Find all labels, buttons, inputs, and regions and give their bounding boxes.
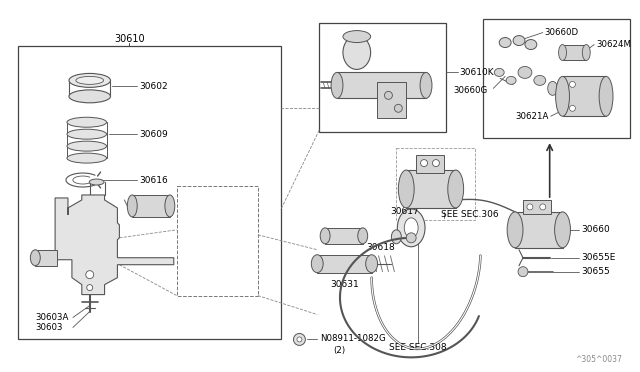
- Text: 30603A: 30603A: [35, 313, 68, 322]
- Text: N08911-1082G: N08911-1082G: [320, 334, 386, 343]
- Circle shape: [297, 337, 302, 342]
- Ellipse shape: [398, 170, 414, 208]
- Bar: [319, 23, 446, 132]
- Ellipse shape: [548, 81, 557, 95]
- Ellipse shape: [420, 73, 432, 98]
- Text: 30602: 30602: [139, 82, 168, 91]
- Text: SEE SEC.306: SEE SEC.306: [441, 211, 499, 219]
- Ellipse shape: [331, 73, 343, 98]
- Ellipse shape: [555, 212, 570, 248]
- Ellipse shape: [599, 76, 613, 116]
- Ellipse shape: [127, 195, 137, 217]
- Text: SEE SEC.308: SEE SEC.308: [389, 343, 447, 352]
- Ellipse shape: [448, 170, 463, 208]
- Bar: [523, 200, 550, 214]
- Bar: [563, 76, 606, 116]
- Circle shape: [518, 267, 528, 277]
- Ellipse shape: [534, 76, 546, 86]
- Bar: [396, 148, 476, 220]
- Bar: [406, 170, 456, 208]
- Ellipse shape: [30, 250, 40, 266]
- Ellipse shape: [67, 117, 106, 127]
- Bar: [563, 45, 586, 61]
- Ellipse shape: [525, 39, 537, 49]
- Ellipse shape: [559, 45, 566, 61]
- Bar: [515, 212, 563, 248]
- Text: 30609: 30609: [139, 130, 168, 139]
- Ellipse shape: [365, 255, 378, 273]
- Circle shape: [86, 271, 93, 279]
- Circle shape: [570, 81, 575, 87]
- Ellipse shape: [404, 218, 418, 238]
- Text: 30655: 30655: [581, 267, 610, 276]
- Text: 30631: 30631: [330, 280, 359, 289]
- Text: (2): (2): [333, 346, 345, 355]
- Ellipse shape: [343, 36, 371, 70]
- Ellipse shape: [343, 31, 371, 42]
- Text: 30660D: 30660D: [545, 28, 579, 37]
- Ellipse shape: [513, 36, 525, 45]
- Ellipse shape: [499, 38, 511, 48]
- Bar: [483, 19, 630, 138]
- Bar: [325, 228, 363, 244]
- Text: 30660: 30660: [581, 225, 610, 234]
- Ellipse shape: [358, 228, 367, 244]
- Ellipse shape: [397, 209, 425, 247]
- Text: 30618: 30618: [367, 243, 396, 252]
- Text: 30610K: 30610K: [460, 68, 494, 77]
- Bar: [337, 73, 426, 98]
- Circle shape: [87, 285, 93, 291]
- Ellipse shape: [311, 255, 323, 273]
- Circle shape: [540, 204, 546, 210]
- Text: 30621A: 30621A: [515, 112, 548, 121]
- Text: ^305^0037: ^305^0037: [575, 355, 622, 364]
- Ellipse shape: [392, 230, 401, 244]
- Text: 30660G: 30660G: [453, 86, 488, 95]
- Bar: [317, 255, 372, 273]
- Ellipse shape: [67, 129, 106, 139]
- Bar: [416, 155, 444, 173]
- Ellipse shape: [89, 179, 104, 185]
- Ellipse shape: [69, 90, 111, 103]
- Ellipse shape: [556, 76, 570, 116]
- Ellipse shape: [494, 68, 504, 76]
- Ellipse shape: [165, 195, 175, 217]
- Bar: [376, 82, 406, 118]
- Ellipse shape: [69, 73, 111, 87]
- Ellipse shape: [506, 76, 516, 84]
- Circle shape: [433, 160, 440, 167]
- Ellipse shape: [67, 141, 106, 151]
- Text: 30655E: 30655E: [581, 253, 616, 262]
- Ellipse shape: [518, 67, 532, 78]
- Circle shape: [294, 333, 305, 346]
- Polygon shape: [55, 195, 174, 295]
- Text: 30603: 30603: [35, 323, 63, 332]
- Ellipse shape: [76, 76, 104, 84]
- Ellipse shape: [320, 228, 330, 244]
- Circle shape: [406, 233, 416, 243]
- Circle shape: [570, 105, 575, 111]
- Circle shape: [385, 92, 392, 99]
- Ellipse shape: [507, 212, 523, 248]
- Bar: [35, 250, 57, 266]
- Bar: [177, 186, 258, 296]
- Text: 30610: 30610: [114, 33, 145, 44]
- Ellipse shape: [582, 45, 590, 61]
- Circle shape: [420, 160, 428, 167]
- Bar: [132, 195, 170, 217]
- Ellipse shape: [67, 153, 106, 163]
- Text: 30616: 30616: [139, 176, 168, 185]
- Bar: [19, 45, 280, 339]
- Text: 30624M: 30624M: [596, 40, 631, 49]
- Circle shape: [527, 204, 533, 210]
- Circle shape: [394, 104, 403, 112]
- Text: 30617: 30617: [390, 208, 419, 217]
